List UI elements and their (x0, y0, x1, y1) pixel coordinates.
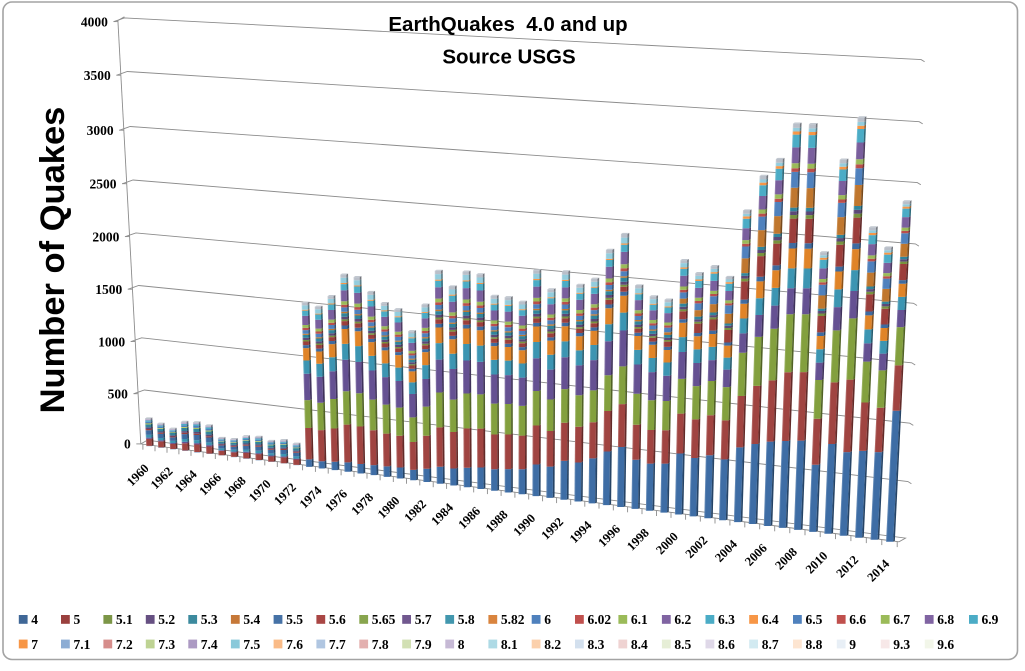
svg-text:2500: 2500 (90, 177, 117, 192)
svg-text:7.1: 7.1 (74, 637, 91, 652)
svg-text:8.1: 8.1 (501, 637, 518, 652)
svg-text:8: 8 (458, 637, 465, 652)
svg-text:6.02: 6.02 (588, 612, 612, 627)
svg-text:5.2: 5.2 (158, 612, 175, 627)
svg-text:5.4: 5.4 (243, 612, 260, 627)
svg-text:Number of Quakes: Number of Quakes (34, 107, 72, 414)
svg-text:8.4: 8.4 (631, 637, 648, 652)
svg-text:8.5: 8.5 (674, 637, 691, 652)
svg-text:6.1: 6.1 (631, 612, 648, 627)
svg-text:6.4: 6.4 (762, 612, 779, 627)
svg-text:5.5: 5.5 (286, 612, 303, 627)
svg-text:4000: 4000 (81, 14, 108, 29)
svg-text:5.65: 5.65 (372, 612, 396, 627)
svg-text:2000: 2000 (92, 229, 119, 244)
svg-text:EarthQuakes 4.0 and up: EarthQuakes 4.0 and up (388, 13, 627, 36)
svg-text:6.8: 6.8 (937, 612, 954, 627)
svg-text:6: 6 (544, 612, 551, 627)
svg-text:5.82: 5.82 (501, 612, 525, 627)
svg-text:8.8: 8.8 (806, 637, 823, 652)
svg-text:7.6: 7.6 (286, 637, 303, 652)
svg-text:500: 500 (108, 387, 129, 402)
svg-text:8.2: 8.2 (544, 637, 561, 652)
svg-text:5.6: 5.6 (329, 612, 346, 627)
svg-text:7.8: 7.8 (372, 637, 389, 652)
svg-text:9.3: 9.3 (893, 637, 910, 652)
svg-text:7.2: 7.2 (116, 637, 133, 652)
svg-text:Source USGS: Source USGS (442, 46, 575, 69)
svg-text:6.2: 6.2 (674, 612, 691, 627)
svg-text:5: 5 (74, 612, 81, 627)
svg-text:6.9: 6.9 (982, 612, 999, 627)
svg-text:7.3: 7.3 (158, 637, 175, 652)
svg-text:8.6: 8.6 (718, 637, 735, 652)
svg-text:7.9: 7.9 (415, 637, 432, 652)
svg-text:6.7: 6.7 (893, 612, 910, 627)
svg-text:6.5: 6.5 (806, 612, 823, 627)
svg-text:7.5: 7.5 (243, 637, 260, 652)
svg-text:7: 7 (31, 637, 38, 652)
svg-text:0: 0 (124, 437, 131, 452)
svg-text:1000: 1000 (98, 334, 125, 349)
svg-text:8.3: 8.3 (588, 637, 605, 652)
svg-text:1500: 1500 (95, 282, 122, 297)
svg-text:5.1: 5.1 (116, 612, 133, 627)
svg-text:6.6: 6.6 (849, 612, 866, 627)
svg-text:8.7: 8.7 (762, 637, 779, 652)
svg-text:5.7: 5.7 (415, 612, 432, 627)
svg-text:5.3: 5.3 (201, 612, 218, 627)
svg-text:3000: 3000 (87, 123, 114, 138)
svg-text:9: 9 (849, 637, 856, 652)
svg-text:7.4: 7.4 (201, 637, 218, 652)
svg-text:6.3: 6.3 (718, 612, 735, 627)
svg-text:9.6: 9.6 (937, 637, 954, 652)
svg-text:5.8: 5.8 (458, 612, 475, 627)
svg-text:3500: 3500 (84, 68, 111, 83)
svg-text:4: 4 (31, 612, 38, 627)
svg-text:7.7: 7.7 (329, 637, 346, 652)
